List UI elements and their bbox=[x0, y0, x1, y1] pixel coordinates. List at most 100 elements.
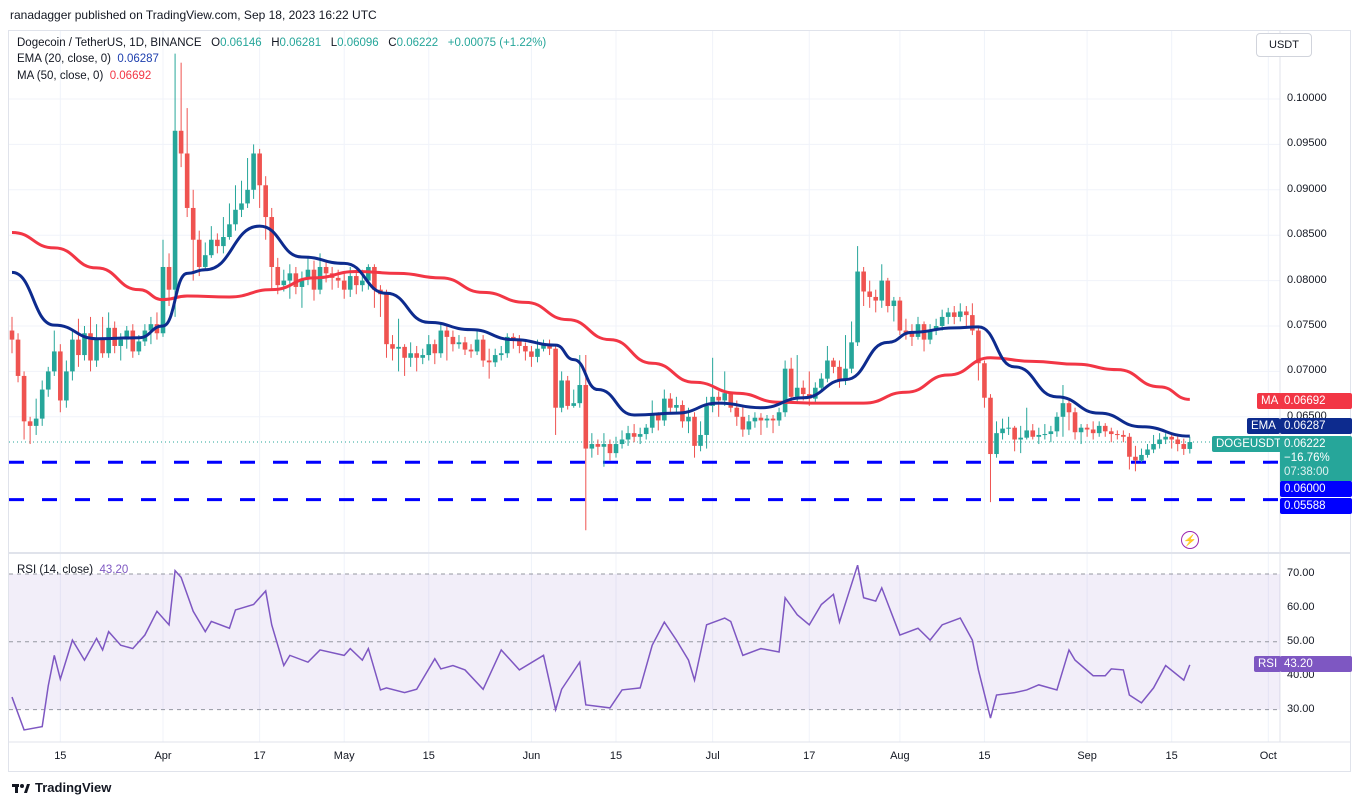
rsi-legend[interactable]: RSI (14, close) 43.20 bbox=[17, 564, 128, 576]
candle-down bbox=[976, 330, 981, 364]
candle-up bbox=[819, 378, 824, 388]
candle-down bbox=[788, 368, 794, 397]
candle-up bbox=[1000, 428, 1005, 434]
rsi-axis-label: 70.00 bbox=[1287, 567, 1315, 579]
candle-up bbox=[764, 418, 770, 421]
rsi-tag-value: 43.20 bbox=[1280, 656, 1352, 672]
ma-legend-value: 0.06692 bbox=[109, 70, 152, 82]
candle-down bbox=[951, 312, 957, 317]
x-tick-label: 15 bbox=[978, 750, 991, 762]
candle-down bbox=[311, 269, 317, 290]
candle-up bbox=[571, 403, 577, 406]
candle-up bbox=[420, 355, 426, 358]
candle-down bbox=[903, 330, 909, 334]
candle-up bbox=[1187, 442, 1193, 449]
candle-up bbox=[613, 444, 619, 454]
candle-up bbox=[305, 269, 311, 279]
candle-down bbox=[1090, 429, 1096, 434]
candle-up bbox=[752, 417, 758, 422]
candle-down bbox=[523, 345, 528, 352]
candle-up bbox=[45, 371, 51, 390]
rsi-legend-label: RSI (14, close) bbox=[17, 564, 94, 576]
candle-down bbox=[444, 330, 450, 337]
lightning-icon[interactable]: ⚡ bbox=[1181, 531, 1199, 549]
x-tick-label: 17 bbox=[253, 750, 266, 762]
candle-up bbox=[233, 209, 238, 225]
x-tick-label: 15 bbox=[1165, 750, 1178, 762]
candle-down bbox=[740, 416, 746, 430]
high-value: 0.06281 bbox=[279, 37, 322, 49]
price-axis-label: 0.07500 bbox=[1287, 319, 1327, 331]
candle-up bbox=[825, 360, 830, 379]
currency-button[interactable]: USDT bbox=[1256, 33, 1312, 57]
price-axis-label: 0.07000 bbox=[1287, 364, 1327, 377]
candle-up bbox=[891, 300, 897, 307]
candle-down bbox=[964, 311, 969, 316]
candle-down bbox=[885, 280, 891, 307]
candle-up bbox=[589, 444, 595, 449]
candle-down bbox=[668, 398, 673, 408]
candle-down bbox=[692, 416, 697, 446]
candle-up bbox=[202, 255, 208, 267]
candle-down bbox=[1127, 436, 1132, 457]
ma-tag-value: 0.06692 bbox=[1280, 393, 1352, 409]
candle-down bbox=[1030, 430, 1036, 437]
price-axis-label: 0.08500 bbox=[1287, 228, 1327, 241]
candle-down bbox=[323, 266, 329, 274]
candle-up bbox=[1024, 430, 1030, 438]
rsi-legend-value: 43.20 bbox=[99, 564, 129, 576]
ma-legend-label: MA (50, close, 0) bbox=[17, 70, 104, 82]
candle-up bbox=[299, 278, 305, 287]
candle-down bbox=[547, 344, 552, 349]
tradingview-logo-icon bbox=[12, 783, 30, 793]
candle-down bbox=[1066, 403, 1072, 413]
candle-down bbox=[88, 333, 93, 361]
open-value: 0.06146 bbox=[220, 37, 262, 49]
candle-up bbox=[124, 330, 130, 340]
candle-down bbox=[196, 239, 202, 267]
candle-down bbox=[76, 339, 81, 356]
candle-down bbox=[1072, 412, 1078, 433]
candle-up bbox=[957, 311, 963, 317]
candle-down bbox=[529, 351, 534, 357]
candle-down bbox=[1102, 425, 1108, 432]
candle-up bbox=[1145, 449, 1150, 455]
candle-down bbox=[770, 418, 776, 421]
candle-up bbox=[118, 339, 124, 346]
ema20-line bbox=[11, 224, 1190, 438]
candle-up bbox=[1054, 416, 1060, 432]
close-label: C bbox=[388, 37, 397, 49]
candle-down bbox=[595, 444, 601, 447]
price-axis-label: 0.10000 bbox=[1287, 92, 1327, 104]
candle-up bbox=[1060, 403, 1066, 417]
candle-up bbox=[915, 324, 921, 337]
candle-down bbox=[517, 339, 522, 346]
candle-up bbox=[64, 371, 69, 401]
candle-down bbox=[1084, 427, 1090, 430]
candle-down bbox=[462, 342, 468, 350]
price-axis-label: 0.09000 bbox=[1287, 182, 1327, 195]
candle-up bbox=[601, 444, 607, 447]
candle-up bbox=[287, 273, 293, 281]
ma-legend[interactable]: MA (50, close, 0) 0.06692 bbox=[17, 70, 151, 82]
candle-up bbox=[438, 330, 444, 354]
candle-down bbox=[269, 217, 275, 267]
x-tick-label: Aug bbox=[890, 750, 910, 762]
candle-down bbox=[480, 339, 486, 361]
candle-down bbox=[631, 433, 637, 437]
last-price-tag: 0.06222 −16.76% 07:38:00 bbox=[1280, 436, 1352, 482]
candle-down bbox=[607, 444, 613, 454]
x-tick-label: 15 bbox=[609, 750, 623, 762]
high-label: H bbox=[271, 37, 280, 49]
candle-down bbox=[758, 417, 764, 421]
x-tick-label: 15 bbox=[422, 750, 435, 762]
rsi-axis-label: 60.00 bbox=[1287, 600, 1315, 613]
candle-up bbox=[396, 346, 401, 349]
tradingview-footer[interactable]: TradingView bbox=[12, 780, 111, 795]
candle-down bbox=[390, 344, 395, 349]
candle-down bbox=[1181, 444, 1187, 449]
candle-down bbox=[293, 273, 299, 287]
ema-legend[interactable]: EMA (20, close, 0) 0.06287 bbox=[17, 53, 159, 65]
candle-up bbox=[843, 368, 848, 381]
